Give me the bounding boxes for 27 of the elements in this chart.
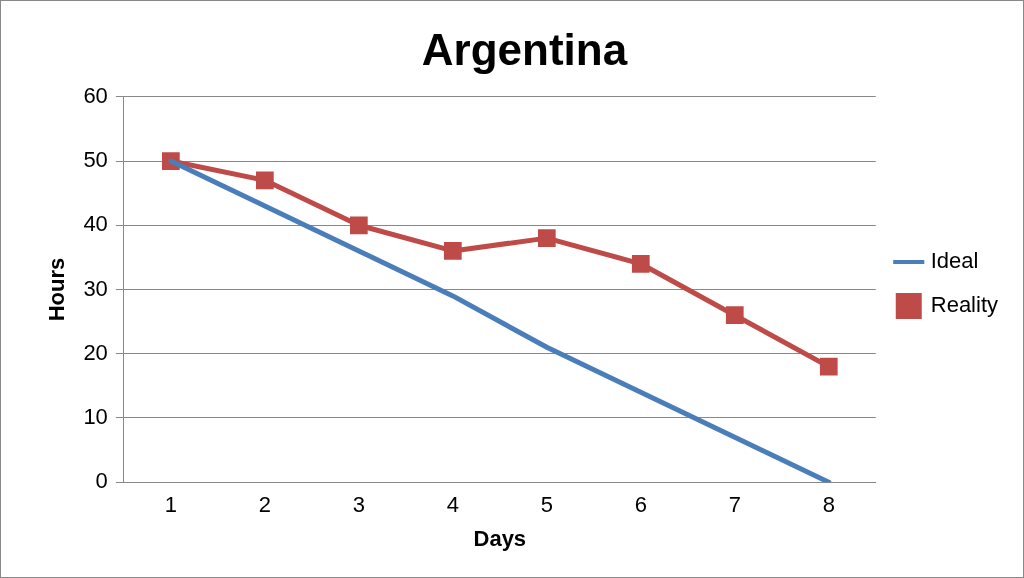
legend-label: Ideal xyxy=(930,248,979,274)
y-tick-label: 40 xyxy=(83,211,108,237)
y-axis-title: Hours xyxy=(44,257,70,322)
point xyxy=(537,229,556,247)
x-tick-label: 1 xyxy=(164,492,177,518)
x-tick-label: 2 xyxy=(258,492,271,518)
point xyxy=(819,357,838,376)
x-tick-label: 5 xyxy=(540,492,553,518)
point xyxy=(443,242,462,260)
y-tick-label: 10 xyxy=(83,404,108,430)
x-axis-title: Days xyxy=(473,525,527,551)
y-tick-label: 60 xyxy=(83,82,108,108)
y-tick-label: 0 xyxy=(95,468,108,494)
x-tick-label: 3 xyxy=(352,492,365,518)
y-tick-label: 20 xyxy=(83,339,108,365)
point xyxy=(255,171,274,190)
y-tick-label: 30 xyxy=(83,275,108,301)
x-tick-label: 6 xyxy=(634,492,647,518)
point xyxy=(631,254,650,273)
point xyxy=(349,216,368,235)
y-tick-label: 50 xyxy=(83,147,108,173)
point xyxy=(725,306,744,325)
x-tick-label: 8 xyxy=(822,492,835,518)
x-tick-label: 7 xyxy=(728,492,741,518)
legend-label: Reality xyxy=(930,292,998,318)
chart-title: Argentina xyxy=(421,24,628,74)
x-tick-label: 4 xyxy=(446,492,459,518)
